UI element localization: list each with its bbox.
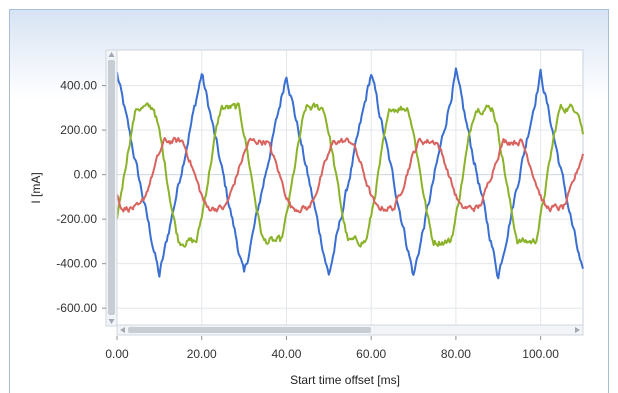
x-tick-label: 100.00 bbox=[522, 347, 559, 361]
scroll-left-arrow-icon[interactable] bbox=[120, 327, 125, 333]
y-tick-label: 400.00 bbox=[60, 79, 97, 93]
series-line-2 bbox=[116, 102, 584, 248]
horizontal-scrollbar[interactable] bbox=[116, 324, 584, 336]
y-axis-title: I [mA] bbox=[29, 172, 43, 203]
x-tick-label: 40.00 bbox=[271, 347, 301, 361]
scroll-down-arrow-icon[interactable] bbox=[108, 319, 115, 324]
y-tick-label: 200.00 bbox=[60, 123, 97, 137]
x-axis-ticks: 0.00 20.00 40.00 60.00 80.00 100.00 bbox=[105, 336, 559, 361]
y-tick-label: -200.00 bbox=[56, 212, 97, 226]
x-axis-title: Start time offset [ms] bbox=[290, 373, 400, 387]
x-tick-label: 20.00 bbox=[187, 347, 217, 361]
y-axis-ticks: 400.00 200.00 0.00 -200.00 -400.00 -600.00 bbox=[56, 79, 106, 315]
x-tick-label: 80.00 bbox=[441, 347, 471, 361]
y-tick-label: 0.00 bbox=[74, 168, 98, 182]
y-tick-label: -400.00 bbox=[56, 257, 97, 271]
y-tick-label: -600.00 bbox=[56, 301, 97, 315]
x-tick-label: 60.00 bbox=[356, 347, 386, 361]
vertical-scroll-thumb[interactable] bbox=[108, 60, 115, 315]
scroll-up-arrow-icon[interactable] bbox=[108, 52, 115, 57]
window-border-right bbox=[608, 9, 609, 393]
series-line-1 bbox=[116, 67, 584, 280]
series-line-3 bbox=[116, 136, 584, 214]
vertical-scrollbar[interactable] bbox=[105, 49, 118, 327]
window-border-left bbox=[9, 9, 10, 393]
horizontal-scroll-thumb[interactable] bbox=[128, 327, 371, 333]
plot-background bbox=[116, 49, 584, 327]
series-layer bbox=[116, 67, 584, 280]
scroll-right-arrow-icon[interactable] bbox=[575, 327, 580, 333]
x-tick-label: 0.00 bbox=[105, 347, 129, 361]
